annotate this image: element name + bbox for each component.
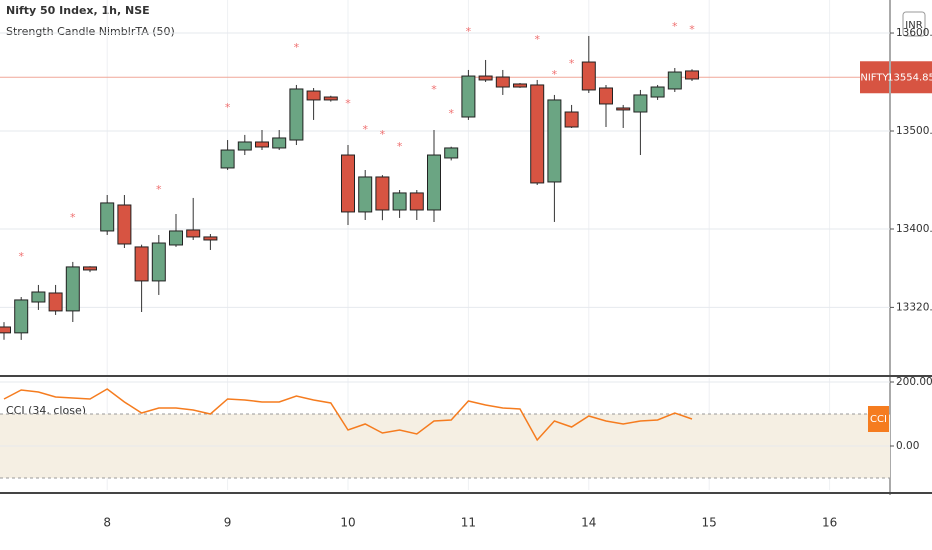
candle-body — [289, 88, 304, 141]
candle-body — [272, 137, 287, 149]
candle-body — [616, 107, 631, 111]
candle-body — [237, 141, 252, 151]
symbol-label: NIFTY — [860, 72, 889, 83]
y-tick-label: 13600.00 — [896, 27, 932, 39]
candle-body — [358, 176, 373, 213]
candle-body — [203, 236, 218, 241]
symbol-box — [860, 61, 889, 94]
x-tick-label: 14 — [581, 516, 596, 530]
signal-marker: * — [397, 140, 403, 153]
x-tick-label: 8 — [103, 516, 111, 530]
candle-body — [341, 154, 355, 213]
signal-marker: * — [345, 97, 351, 110]
x-tick-label: 15 — [702, 516, 717, 530]
candle-body — [31, 291, 46, 303]
signal-marker: * — [431, 83, 437, 96]
y-tick-label: 13400.00 — [896, 223, 932, 235]
candle-body — [134, 246, 149, 282]
candle-body — [169, 230, 183, 246]
candle-body — [513, 83, 527, 88]
candle-body — [392, 192, 407, 211]
x-tick-label: 9 — [224, 516, 232, 530]
candle-body — [427, 154, 441, 211]
candle-body — [461, 75, 476, 118]
candle-body — [478, 75, 493, 81]
candle-body — [375, 176, 390, 211]
cci-box — [868, 405, 889, 432]
candle-body — [650, 86, 665, 98]
signal-marker: * — [70, 211, 76, 224]
signal-marker: * — [448, 107, 454, 120]
candle-body — [151, 242, 166, 282]
cci-line — [3, 388, 693, 442]
candle-body — [581, 61, 596, 91]
candle-body — [14, 299, 29, 334]
signal-marker: * — [534, 33, 540, 46]
y-tick-label: 0.00 — [896, 440, 919, 452]
y-tick-label: 13320.00 — [896, 301, 932, 313]
cci-short-label: CCI — [870, 414, 887, 425]
price-box — [891, 61, 932, 94]
candle-body — [100, 202, 115, 232]
currency-box[interactable] — [902, 11, 926, 37]
y-tick-label: 200.00 — [896, 376, 932, 388]
x-tick-label: 11 — [461, 516, 476, 530]
signal-marker: * — [225, 101, 231, 114]
signal-marker: * — [552, 68, 558, 81]
signal-marker: * — [466, 25, 472, 38]
candle-body — [306, 90, 321, 101]
candle-body — [255, 141, 269, 148]
candle-body — [564, 111, 579, 128]
candle-body — [633, 94, 648, 113]
candle-body — [186, 229, 201, 238]
signal-marker: * — [362, 123, 368, 136]
candle-body — [220, 149, 235, 169]
candle-body — [685, 70, 699, 80]
chart-title: Nifty 50 Index, 1h, NSE — [6, 4, 150, 17]
candle-body — [48, 292, 63, 312]
candle-body — [444, 147, 459, 159]
signal-marker: * — [294, 41, 300, 54]
signal-marker: * — [18, 250, 24, 263]
candle-body — [667, 71, 682, 90]
signal-marker: * — [569, 57, 575, 70]
candle-body — [323, 96, 338, 101]
candle-body — [530, 84, 545, 184]
signal-marker: * — [380, 128, 386, 141]
indicator-label: Strength Candle NimblrTA (50) — [6, 25, 175, 38]
x-tick-label: 10 — [340, 516, 355, 530]
signal-marker: * — [156, 183, 162, 196]
candle-body — [409, 192, 424, 211]
signal-marker: * — [689, 23, 695, 36]
candle-body — [65, 266, 80, 312]
x-tick-label: 16 — [822, 516, 837, 530]
currency: INR — [905, 20, 922, 31]
y-tick-label: 13500.00 — [896, 125, 932, 137]
candle-body — [495, 76, 510, 88]
candle-body — [599, 87, 613, 105]
candle-body — [117, 204, 132, 245]
signal-marker: * — [672, 20, 678, 33]
candle-body — [0, 326, 11, 334]
candle-body — [547, 99, 562, 183]
last-price-label: 13554.85 — [887, 72, 932, 83]
candle-body — [83, 266, 97, 271]
